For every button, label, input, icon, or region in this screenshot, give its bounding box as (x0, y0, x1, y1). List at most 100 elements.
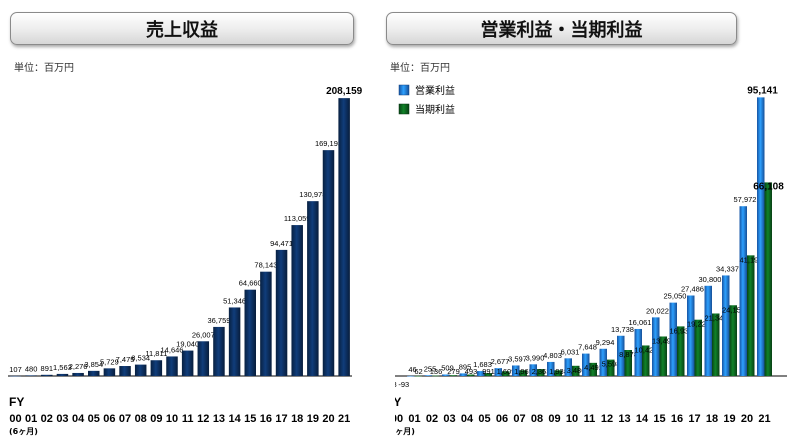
profit-legend-label: 営業利益 (415, 84, 455, 97)
profit-category-label: 13 (618, 413, 630, 425)
profit-category-label: 18 (706, 413, 718, 425)
revenue-category-label: 21 (338, 413, 350, 425)
profit-bar (449, 375, 457, 376)
profit-bar (704, 285, 712, 376)
profit-bar (459, 373, 467, 376)
revenue-bar (103, 368, 116, 376)
profit-data-label: 24,153 (722, 305, 745, 314)
profit-category-label: 04 (461, 413, 474, 425)
profit-chart-svg: -93-93004662012551360250927903895493041,… (395, 84, 787, 436)
profit-bar (467, 374, 475, 376)
profit-bar (424, 375, 432, 376)
profit-data-label: 4,492 (584, 363, 603, 372)
revenue-data-label: 891 (41, 364, 54, 373)
profit-category-label: 12 (601, 413, 613, 425)
revenue-bar (228, 307, 241, 376)
profit-category-label: 14 (636, 413, 649, 425)
profit-bar (537, 369, 545, 376)
profit-category-label: 08 (531, 413, 543, 425)
profit-bar (617, 335, 625, 376)
profit-bar (554, 370, 562, 376)
profit-category-label: 10 (566, 413, 578, 425)
profit-bar (414, 375, 422, 377)
revenue-bar (134, 364, 147, 376)
revenue-data-label: 14,646 (161, 345, 184, 354)
revenue-bar (322, 150, 335, 376)
profit-bar (564, 358, 572, 376)
profit-category-label: 16 (671, 413, 683, 425)
revenue-category-label: 17 (275, 413, 287, 425)
revenue-data-label: 480 (25, 364, 38, 373)
revenue-data-label: 1,563 (53, 363, 72, 372)
profit-legend-swatch (398, 84, 410, 96)
revenue-bar (260, 271, 272, 376)
revenue-category-label: 04 (72, 413, 85, 425)
profit-data-label: 2,677 (491, 357, 510, 366)
revenue-data-label: 107 (9, 365, 22, 374)
profit-category-label: 06 (496, 413, 508, 425)
profit-data-label: -93 (398, 380, 409, 389)
profit-data-label: 13,738 (611, 325, 634, 334)
revenue-unit-label: 単位：百万円 (14, 63, 74, 74)
profit-data-label: 6,031 (561, 347, 580, 356)
profit-category-label: 09 (548, 413, 560, 425)
profit-category-label: 03 (443, 413, 455, 425)
profit-bar (547, 361, 555, 376)
profit-bar (722, 275, 730, 376)
revenue-category-label: 11 (182, 413, 194, 425)
revenue-data-label: 169,193 (315, 139, 342, 148)
profit-bar (529, 364, 537, 376)
revenue-category-label: 07 (119, 413, 131, 425)
revenue-category-label: 10 (166, 413, 178, 425)
profit-unit-label: 単位：百万円 (390, 63, 450, 74)
revenue-data-label: 64,660 (239, 279, 262, 288)
revenue-chart-svg: 107 00 480 01 891 02 1,563 03 2,276 04 3,854 05 5,72… (8, 86, 363, 436)
profit-bar (764, 182, 772, 376)
profit-bar (652, 317, 660, 376)
profit-data-label: 3,486 (567, 366, 586, 375)
revenue-category-label: 06 (103, 413, 115, 425)
revenue-category-label: 15 (244, 413, 256, 425)
revenue-category-label: 14 (228, 413, 241, 425)
revenue-bar (197, 341, 210, 376)
revenue-category-label: 13 (213, 413, 225, 425)
revenue-data-label: 8,534 (131, 354, 150, 363)
profit-bar (512, 365, 520, 376)
revenue-category-label: 05 (88, 413, 100, 425)
profit-fy-label: FY (395, 395, 401, 409)
profit-bar (694, 319, 702, 376)
profit-bar (572, 365, 580, 376)
revenue-data-label: 11,811 (145, 349, 167, 358)
profit-data-label: 57,972 (734, 195, 757, 204)
profit-category-label: 15 (653, 413, 665, 425)
revenue-data-label: 130,978 (299, 190, 326, 199)
profit-data-label: 2,363 (532, 367, 551, 376)
revenue-bar (181, 350, 194, 376)
profit-bar (747, 255, 755, 376)
revenue-data-label: 19,040 (176, 340, 199, 349)
profit-data-label: 21,346 (705, 313, 728, 322)
revenue-category-label: 20 (322, 413, 334, 425)
revenue-bar (244, 289, 256, 376)
profit-data-label: 1,938 (549, 367, 568, 376)
profit-category-label: 21 (758, 413, 770, 425)
profit-bar (484, 373, 492, 376)
revenue-category-label: 01 (25, 413, 37, 425)
revenue-category-label: 02 (41, 413, 53, 425)
revenue-bar (9, 375, 22, 377)
profit-partial-year-note: (6ヶ月) (395, 427, 415, 436)
revenue-bar (150, 360, 163, 376)
revenue-data-label: 113,059 (284, 214, 311, 223)
profit-bar (477, 371, 485, 376)
profit-data-label: 8,878 (619, 350, 638, 359)
profit-data-label: 279 (447, 367, 460, 376)
profit-category-label: 05 (478, 413, 490, 425)
profit-bar (669, 302, 677, 376)
revenue-data-label: 78,143 (254, 261, 277, 270)
profit-bar (659, 336, 667, 376)
revenue-data-label: 2,276 (69, 362, 88, 371)
profit-data-label: 20,022 (646, 306, 669, 315)
profit-data-label: 66,108 (753, 181, 784, 192)
revenue-data-label: 3,854 (84, 360, 103, 369)
profit-data-label: 16,938 (670, 326, 693, 335)
